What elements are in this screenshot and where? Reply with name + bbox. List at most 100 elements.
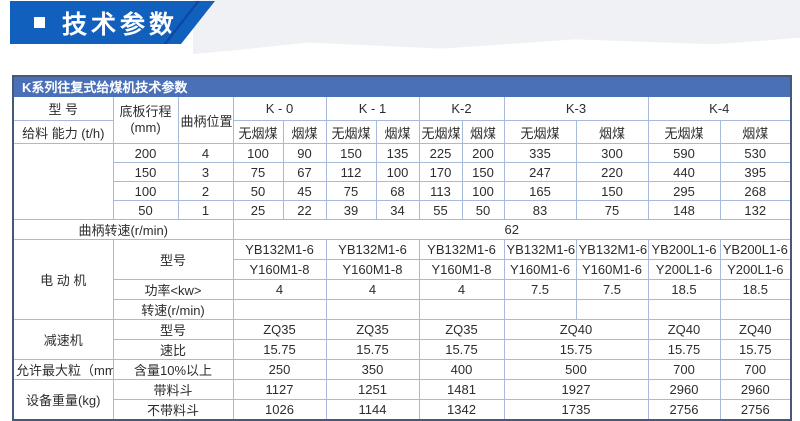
weight-no-hopper-cell: 1735 [503,399,649,421]
capacity-cell: 22 [282,200,327,220]
reducer-model-cell: ZQ35 [325,319,420,340]
motor-speed-cell [325,299,420,320]
weight-no-hopper-label: 不带料斗 [112,399,234,421]
header-coal-type: 无烟煤 [503,120,577,144]
reducer-ratio-cell: 15.75 [647,339,721,360]
capacity-cell: 90 [282,143,327,163]
motor-model-cell: YB132M1-6 [503,239,577,260]
stroke-value: 50 [112,200,179,220]
header-coal-type: 无烟煤 [325,120,377,144]
reducer-model-label: 型号 [112,319,234,340]
motor-speed-cell [418,299,505,320]
max-particle-cell: 250 [232,359,327,380]
capacity-cell: 55 [418,200,463,220]
motor-model-cell: Y160M1-8 [232,259,327,280]
header-coal-type: 烟煤 [719,120,792,144]
weight-no-hopper-cell: 1144 [325,399,420,421]
weight-hopper-cell: 1127 [232,379,327,400]
max-particle-cell: 350 [325,359,420,380]
motor-speed-label: 转速(r/min) [112,299,234,320]
header-capacity-label: 给料 能力 (t/h) [12,120,114,144]
motor-model-cell: Y200L1-6 [719,259,792,280]
model-blank-cell [12,143,114,220]
motor-power-cell: 4 [325,279,420,300]
reducer-ratio-cell: 15.75 [719,339,792,360]
header-k3: K-3 [503,96,649,121]
capacity-cell: 170 [418,162,463,182]
stroke-value: 150 [112,162,179,182]
crank-value: 3 [177,162,234,182]
motor-model-cell: YB132M1-6 [325,239,420,260]
capacity-cell: 268 [719,181,792,201]
crank-value: 1 [177,200,234,220]
motor-speed-cell [647,299,721,320]
capacity-cell: 113 [418,181,463,201]
motor-model-cell: YB132M1-6 [575,239,649,260]
section-banner: 技术参数 [10,1,196,44]
stroke-value: 200 [112,143,179,163]
reducer-model-cell: ZQ35 [418,319,505,340]
header-coal-type: 烟煤 [375,120,420,144]
capacity-cell: 300 [575,143,649,163]
motor-power-cell: 18.5 [719,279,792,300]
header-k0: K - 0 [232,96,327,121]
capacity-cell: 440 [647,162,721,182]
max-particle-cell: 700 [719,359,792,380]
capacity-cell: 34 [375,200,420,220]
weight-hopper-label: 带料斗 [112,379,234,400]
header-coal-type: 无烟煤 [647,120,721,144]
header-crank-label: 曲柄位置 [177,96,234,144]
capacity-cell: 39 [325,200,377,220]
header-k2: K-2 [418,96,505,121]
motor-model-cell: Y160M1-8 [418,259,505,280]
spec-table: K系列往复式给煤机技术参数 型 号 底板行程 (mm) 曲柄位置 K - 0 K… [12,75,793,421]
weight-hopper-cell: 1251 [325,379,420,400]
section-title: 技术参数 [62,10,179,39]
motor-model-cell: YB132M1-6 [418,239,505,260]
bullet-square-icon [34,17,45,28]
crank-speed-value: 62 [232,219,792,240]
header-stroke-label: 底板行程 (mm) [112,96,179,144]
capacity-cell: 50 [232,181,284,201]
motor-power-cell: 4 [418,279,505,300]
capacity-cell: 67 [282,162,327,182]
max-particle-cell: 700 [647,359,721,380]
motor-power-cell: 18.5 [647,279,721,300]
motor-speed-cell [575,299,649,320]
reducer-ratio-cell: 15.75 [503,339,649,360]
motor-model-cell: Y200L1-6 [647,259,721,280]
motor-model-cell: YB200L1-6 [647,239,721,260]
capacity-cell: 295 [647,181,721,201]
capacity-cell: 45 [282,181,327,201]
motor-model-cell: Y160M1-8 [325,259,420,280]
capacity-cell: 112 [325,162,377,182]
motor-speed-cell [503,299,577,320]
motor-power-label: 功率<kw> [112,279,234,300]
capacity-cell: 530 [719,143,792,163]
header-coal-type: 烟煤 [461,120,505,144]
header-stroke-text: 底板行程 [119,103,172,119]
motor-model-cell: YB132M1-6 [232,239,327,260]
crank-value: 4 [177,143,234,163]
capacity-cell: 165 [503,181,577,201]
max-particle-label: 允许最大粒（mm） [12,359,114,380]
capacity-cell: 148 [647,200,721,220]
header-coal-type: 烟煤 [575,120,649,144]
capacity-cell: 135 [375,143,420,163]
motor-power-cell: 4 [232,279,327,300]
header-stroke-unit: (mm) [130,120,161,135]
weight-hopper-cell: 1927 [503,379,649,400]
motor-model-cell: Y160M1-6 [575,259,649,280]
header-coal-type: 无烟煤 [232,120,284,144]
capacity-cell: 590 [647,143,721,163]
motor-power-cell: 7.5 [503,279,577,300]
capacity-cell: 50 [461,200,505,220]
max-particle-sublabel: 含量10%以上 [112,359,234,380]
crank-value: 2 [177,181,234,201]
weight-no-hopper-cell: 1026 [232,399,327,421]
motor-model-cell: YB200L1-6 [719,239,792,260]
capacity-cell: 100 [461,181,505,201]
reducer-ratio-label: 速比 [112,339,234,360]
weight-hopper-cell: 1481 [418,379,505,400]
